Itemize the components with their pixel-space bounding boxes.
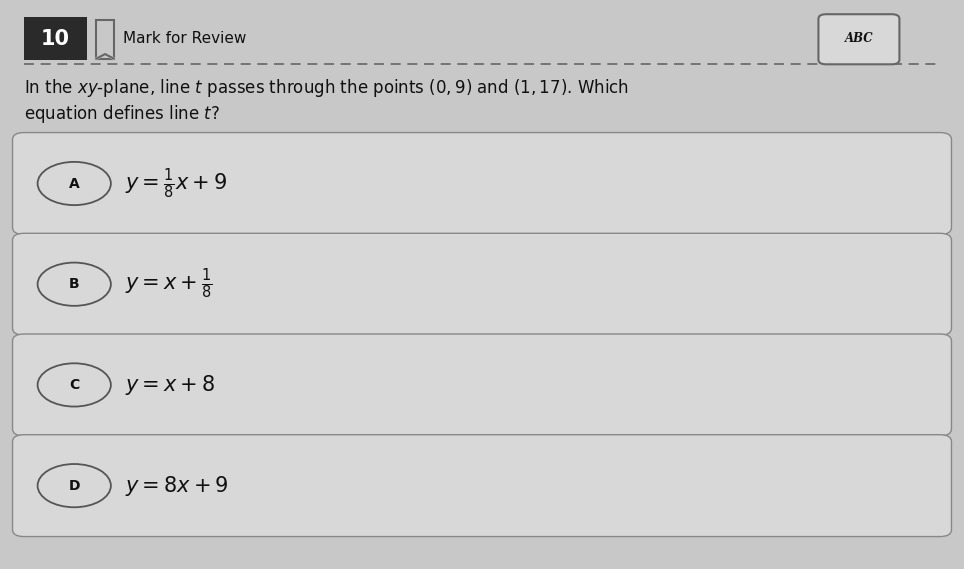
FancyBboxPatch shape [818, 14, 899, 64]
Text: 🔖: 🔖 [98, 31, 108, 46]
Text: ABC: ABC [844, 32, 873, 45]
Text: Mark for Review: Mark for Review [123, 31, 247, 46]
Circle shape [38, 262, 111, 306]
Text: In the $xy$-plane, line $t$ passes through the points $(0, 9)$ and $(1, 17)$. Wh: In the $xy$-plane, line $t$ passes throu… [24, 77, 629, 99]
FancyBboxPatch shape [13, 435, 951, 537]
Text: $y = \frac{1}{8}x + 9$: $y = \frac{1}{8}x + 9$ [125, 166, 228, 201]
Text: D: D [68, 479, 80, 493]
Text: C: C [69, 378, 79, 392]
Text: $y = 8x + 9$: $y = 8x + 9$ [125, 473, 228, 498]
FancyBboxPatch shape [13, 133, 951, 234]
Text: 10: 10 [40, 28, 70, 49]
Text: B: B [68, 277, 80, 291]
Text: equation defines line $t$?: equation defines line $t$? [24, 103, 220, 125]
Text: $y = x + \frac{1}{8}$: $y = x + \frac{1}{8}$ [125, 267, 213, 302]
FancyBboxPatch shape [24, 17, 87, 60]
Circle shape [38, 162, 111, 205]
FancyBboxPatch shape [13, 334, 951, 436]
Text: $y = x + 8$: $y = x + 8$ [125, 373, 216, 397]
Circle shape [38, 464, 111, 508]
Circle shape [38, 363, 111, 406]
Text: A: A [68, 176, 80, 191]
FancyBboxPatch shape [13, 233, 951, 335]
